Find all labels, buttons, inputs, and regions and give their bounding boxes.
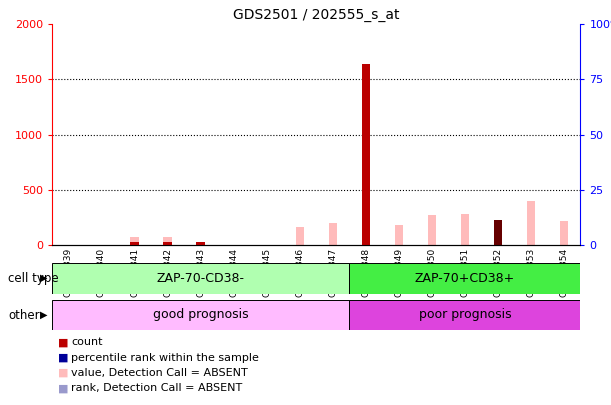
Bar	[197, 242, 205, 245]
Bar	[349, 263, 580, 294]
Bar	[296, 227, 304, 245]
Text: poor prognosis: poor prognosis	[419, 308, 511, 322]
Text: ■: ■	[58, 353, 68, 362]
Bar	[52, 300, 349, 330]
Text: percentile rank within the sample: percentile rank within the sample	[71, 353, 259, 362]
Text: rank, Detection Call = ABSENT: rank, Detection Call = ABSENT	[71, 384, 243, 393]
Bar	[349, 300, 580, 330]
Bar	[527, 201, 535, 245]
Text: ▶: ▶	[40, 310, 48, 320]
Bar	[163, 242, 172, 245]
Bar	[130, 242, 139, 245]
Bar	[494, 220, 502, 245]
Text: ZAP-70+CD38+: ZAP-70+CD38+	[415, 272, 515, 285]
Text: count: count	[71, 337, 103, 347]
Bar	[130, 237, 139, 245]
Text: other: other	[8, 309, 40, 322]
Bar	[395, 225, 403, 245]
Text: cell type: cell type	[8, 272, 59, 285]
Bar	[428, 215, 436, 245]
Text: ■: ■	[58, 337, 68, 347]
Text: ZAP-70-CD38-: ZAP-70-CD38-	[156, 272, 244, 285]
Bar	[163, 237, 172, 245]
Text: ■: ■	[58, 384, 68, 393]
Bar	[52, 263, 349, 294]
Bar	[461, 214, 469, 245]
Bar	[329, 223, 337, 245]
Text: value, Detection Call = ABSENT: value, Detection Call = ABSENT	[71, 368, 248, 378]
Text: ■: ■	[58, 368, 68, 378]
Text: ▶: ▶	[40, 273, 48, 283]
Bar	[362, 64, 370, 245]
Text: good prognosis: good prognosis	[153, 308, 249, 322]
Title: GDS2501 / 202555_s_at: GDS2501 / 202555_s_at	[233, 8, 400, 22]
Bar	[560, 221, 568, 245]
